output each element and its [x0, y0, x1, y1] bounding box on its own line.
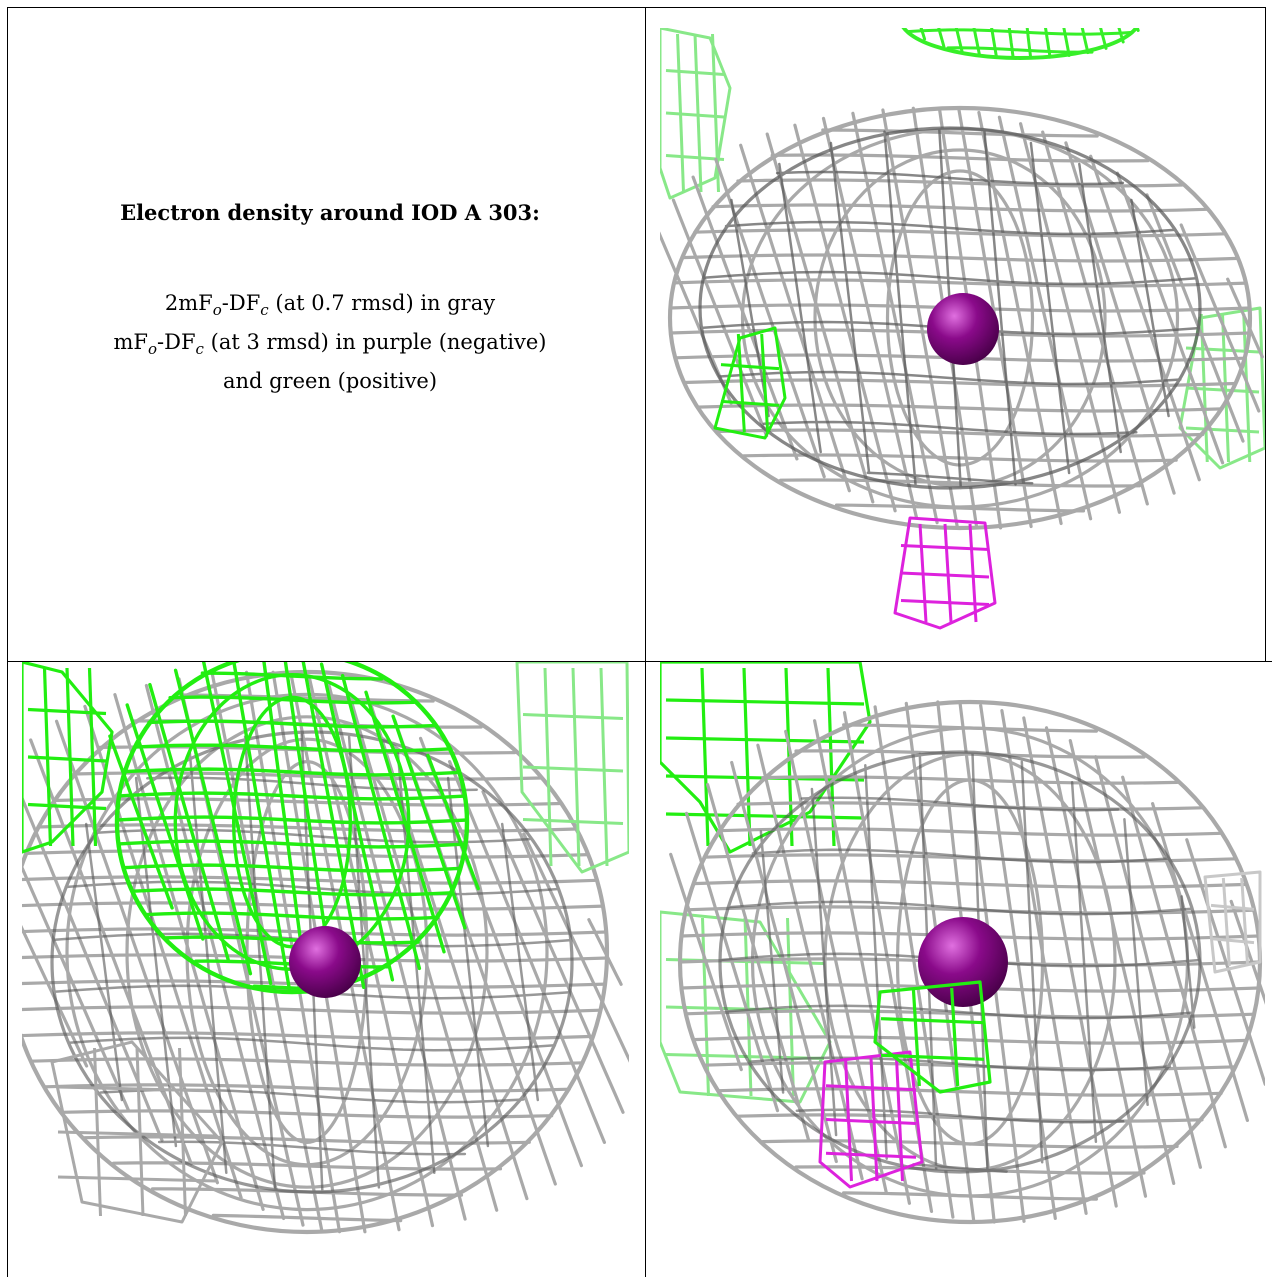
frame-right [1265, 7, 1266, 662]
purple-mesh-negative [893, 516, 997, 630]
frame-middle [645, 7, 646, 1277]
green-mesh-positive [873, 980, 992, 1094]
light-green-mesh-right [515, 662, 629, 874]
iodine-atom [289, 926, 361, 998]
top-right-view [660, 28, 1265, 633]
light-gray-mesh-right [1203, 870, 1262, 974]
bottom-right-view [660, 662, 1265, 1272]
iodine-atom [927, 293, 999, 365]
green-mesh-top-left [660, 662, 872, 854]
density-mesh-top-right [660, 28, 1265, 630]
bottom-left-view [22, 662, 629, 1272]
frame-horizontal [7, 661, 1272, 662]
density-mesh-bottom-right [660, 662, 1265, 1225]
green-mesh-top [901, 28, 1140, 60]
frame-left [7, 7, 8, 1277]
caption-title: Electron density around IOD A 303: [120, 200, 540, 225]
caption-line-1: 2mFo-DFc (at 0.7 rmsd) in gray [164, 291, 496, 320]
caption-line-2: mFo-DFc (at 3 rmsd) in purple (negative) [113, 330, 547, 359]
light-green-mesh-left [660, 28, 732, 200]
purple-mesh-negative [818, 1050, 924, 1189]
green-mesh-positive [108, 662, 480, 995]
density-mesh-bottom-left [22, 662, 629, 1234]
gray-mesh-bottom-left [50, 1040, 224, 1224]
caption: Electron density around IOD A 303: 2mFo-… [20, 200, 640, 397]
green-mesh-left-small [713, 326, 787, 440]
iodine-atom [918, 917, 1008, 1007]
frame-top [7, 7, 1265, 8]
green-mesh-top-left [22, 662, 114, 854]
caption-line-3: and green (positive) [222, 369, 438, 394]
light-green-mesh-right [1178, 306, 1265, 470]
